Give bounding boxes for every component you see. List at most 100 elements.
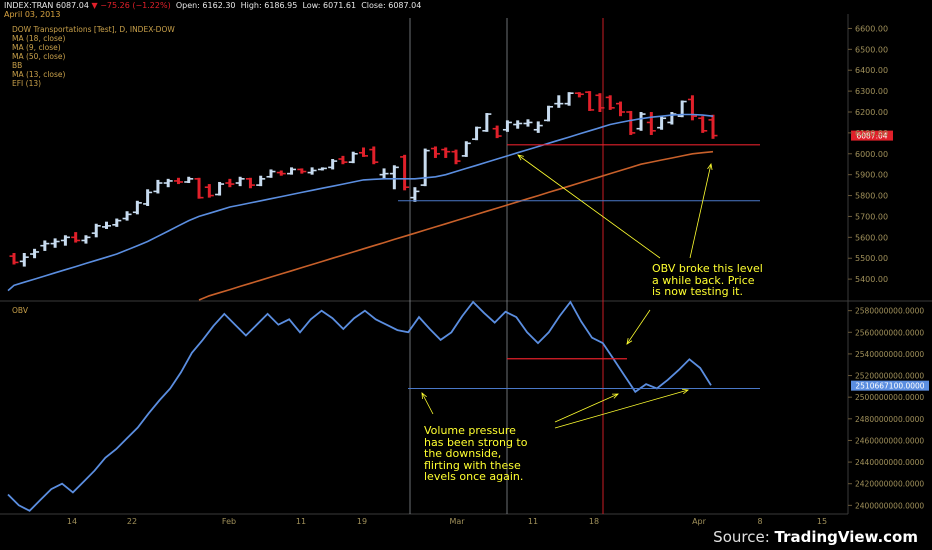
ma-fast-line (7, 113, 714, 292)
low-label: Low: (302, 1, 321, 10)
open-label: Open: (175, 1, 200, 10)
annotation-arrow (421, 392, 434, 415)
last-price-tag (851, 130, 893, 141)
price-pane[interactable]: 6087.04 (7, 91, 893, 301)
indicator-legend-ma13[interactable]: MA (13, close) (12, 70, 66, 79)
annotation-arrow (554, 388, 689, 429)
price-bar-up (122, 211, 132, 221)
price-bar-up (102, 221, 112, 229)
obv-axis-tick-label: 2520000000.0000 (855, 372, 924, 381)
annotation-arrows (421, 154, 713, 429)
price-bar-down (173, 177, 183, 185)
price-bar-up (533, 121, 543, 133)
source-credit: Source: TradingView.com (713, 528, 918, 546)
price-bar-up (410, 187, 420, 202)
price-axis-tick-label: 5800.00 (855, 192, 888, 201)
obv-axis-tick-label: 2400000000.0000 (855, 501, 924, 510)
price-axis-tick-label: 5500.00 (855, 254, 888, 263)
indicator-legend-bb[interactable]: BB (12, 61, 23, 70)
annotation-arrow (689, 162, 713, 259)
price-bar-up (544, 105, 554, 122)
price-bar-down (71, 232, 81, 243)
time-axis-tick-label: Apr (692, 517, 707, 526)
price-bar-up (317, 167, 327, 171)
price-axis-tick-label: 5900.00 (855, 171, 888, 180)
arrow-shaft (554, 393, 619, 423)
price-axis-tick-label: 5700.00 (855, 212, 888, 221)
price-bar-up (60, 235, 70, 246)
price-bar-up (502, 120, 512, 132)
indicator-legend-ma9[interactable]: MA (9, close) (12, 43, 61, 52)
price-bar-up (184, 176, 194, 184)
price-bar-down (708, 114, 718, 139)
obv-pane-label[interactable]: OBV (12, 306, 28, 315)
high-label: High: (240, 1, 262, 10)
price-bar-down (646, 112, 656, 135)
price-bar-up (667, 112, 677, 125)
price-bar-up (266, 169, 276, 178)
indicator-legend-efi[interactable]: EFI (13) (12, 79, 42, 88)
annotation-vertical-lines (409, 18, 604, 514)
indicator-legend-ma18[interactable]: MA (18, close) (12, 34, 66, 43)
time-axis-tick-label: 11 (296, 517, 306, 526)
annotation-arrow (626, 309, 651, 345)
arrow-shaft (626, 309, 651, 345)
header-date: April 03, 2013 (4, 10, 61, 19)
price-bar-down (441, 147, 451, 158)
price-bar-down (605, 95, 615, 110)
price-axis-tick-label: 6400.00 (855, 66, 888, 75)
price-bar-down (451, 149, 461, 165)
price-axis-tick-label: 5600.00 (855, 233, 888, 242)
obv-last-value-tag (851, 380, 929, 391)
arrow-head (707, 162, 713, 170)
annotation-obv-note: OBV broke this level a while back. Price… (652, 262, 763, 298)
price-bar-down (687, 95, 697, 121)
price-bar-up (112, 218, 122, 227)
price-bar-down (297, 168, 307, 174)
price-bar-up (379, 168, 389, 179)
price-bar-up (564, 92, 574, 106)
price-bar-up (389, 165, 399, 190)
price-bar-up (461, 141, 471, 157)
indicator-legend-ma50[interactable]: MA (50, close) (12, 52, 66, 61)
arrow-head (611, 393, 619, 399)
price-bar-down (626, 110, 636, 135)
price-bar-up (348, 151, 358, 164)
time-axis-tick-label: Feb (222, 517, 236, 526)
price-bar-up (153, 179, 163, 194)
price-bar-up (132, 200, 142, 215)
close-value: 6087.04 (388, 1, 422, 10)
open-value: 6162.30 (202, 1, 236, 10)
price-axis-tick-label: 6200.00 (855, 108, 888, 117)
price-bar-up (420, 148, 430, 187)
indicator-legend-title[interactable]: DOW Transportations [Test], D, INDEX-DOW (12, 25, 175, 34)
price-bar-down (204, 184, 214, 198)
price-bar-up (472, 126, 482, 141)
price-bar-up (256, 175, 266, 187)
price-axis-tick-label: 6600.00 (855, 24, 888, 33)
last-price: 6087.04 (55, 1, 89, 10)
price-bar-up (50, 238, 60, 248)
price-bar-down (595, 93, 605, 112)
obv-pane[interactable]: 2510667100.0000 (7, 300, 929, 512)
price-bar-down (369, 146, 379, 165)
time-axis-tick-label: 19 (357, 517, 367, 526)
price-change: −75.26 (−1.22%) (100, 1, 171, 10)
source-prefix: Source: (713, 528, 775, 546)
price-bar-up (287, 167, 297, 175)
arrow-shaft (517, 154, 661, 259)
symbol-header: INDEX:TRAN 6087.04 ▼ −75.26 (−1.22%) Ope… (4, 1, 421, 10)
time-axis-tick-label: 8 (757, 517, 762, 526)
price-bar-down (359, 147, 368, 157)
price-bar-up (91, 223, 101, 238)
price-bar-down (276, 170, 286, 176)
price-axis-tick-label: 6100.00 (855, 129, 888, 138)
time-axis-tick-label: 22 (127, 517, 137, 526)
obv-axis-tick-label: 2480000000.0000 (855, 415, 924, 424)
price-bar-down (338, 155, 348, 165)
arrow-shaft (421, 392, 434, 415)
obv-axis-tick-label: 2420000000.0000 (855, 480, 924, 489)
price-bar-up (143, 189, 153, 206)
price-bar-down (245, 177, 255, 189)
